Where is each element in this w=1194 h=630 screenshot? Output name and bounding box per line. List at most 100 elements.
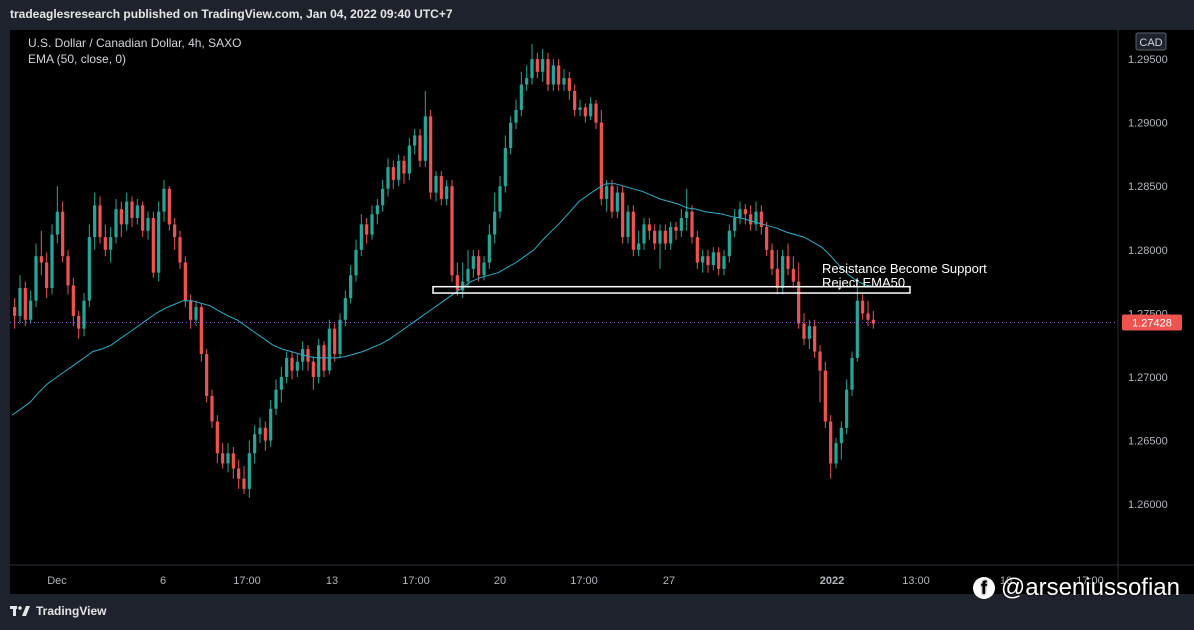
candle: [82, 293, 86, 337]
time-tick-label: 27: [663, 575, 675, 587]
candle-body: [717, 252, 721, 269]
candle-body: [413, 135, 417, 146]
candle: [205, 349, 209, 403]
candle: [503, 135, 507, 193]
candle-body: [434, 176, 438, 193]
candle: [642, 218, 646, 250]
cad-badge[interactable]: CAD: [1135, 32, 1167, 51]
candle-body: [381, 188, 385, 206]
candle-body: [706, 256, 710, 266]
price-chart[interactable]: 1.260001.265001.270001.275001.280001.285…: [10, 30, 1194, 594]
candle-body: [663, 230, 667, 244]
candle: [530, 43, 534, 85]
candle: [269, 399, 273, 447]
candle: [637, 230, 641, 257]
candle-body: [114, 209, 118, 238]
candle: [813, 319, 817, 358]
candle-body: [423, 116, 427, 161]
candle-body: [370, 214, 374, 235]
candle: [759, 205, 763, 235]
candle-body: [615, 192, 619, 212]
candle: [413, 129, 417, 155]
tradingview-logo[interactable]: TradingView: [10, 604, 106, 618]
candle: [834, 438, 838, 469]
candle-body: [621, 192, 625, 238]
candle-body: [546, 59, 550, 85]
candle-body: [637, 243, 641, 250]
candle: [439, 170, 443, 206]
candle: [519, 71, 523, 117]
candle-body: [503, 148, 507, 187]
candle-body: [866, 313, 870, 320]
candle: [871, 310, 875, 329]
candle: [253, 425, 257, 464]
candle: [829, 415, 833, 479]
candle: [706, 249, 710, 273]
candle: [306, 345, 310, 371]
candle-body: [61, 211, 65, 257]
candle: [226, 443, 230, 473]
candle-body: [226, 453, 230, 464]
candle: [711, 247, 715, 271]
candle: [743, 204, 747, 225]
candle: [653, 224, 657, 250]
candle: [87, 224, 91, 308]
candle-body: [493, 211, 497, 235]
candle: [754, 201, 758, 231]
candle-body: [109, 237, 113, 250]
candle: [626, 205, 630, 244]
candle-body: [786, 256, 790, 269]
candle-body: [711, 252, 715, 266]
time-tick-label: 17:00: [1076, 575, 1104, 587]
candle: [215, 415, 219, 464]
candle-body: [685, 211, 689, 219]
candle-body: [541, 59, 545, 72]
candle-body: [738, 209, 742, 219]
candle: [135, 198, 139, 225]
time-tick-label: 13:00: [902, 575, 930, 587]
chart-area[interactable]: 1.26000 1.26500 1.27000 1.27500 1.28000 1.285…: [10, 30, 1194, 594]
candle: [285, 351, 289, 384]
candle: [333, 323, 337, 362]
candle-body: [514, 109, 518, 123]
candle-body: [130, 201, 134, 219]
candle: [13, 298, 17, 329]
candle-body: [658, 230, 662, 244]
candle: [407, 137, 411, 180]
candle-body: [829, 421, 833, 464]
time-axis[interactable]: Dec 6 17:00 13 17:00 20 17:00 27 2022 13:00 10 17:0…: [47, 575, 1104, 587]
candle-body: [487, 234, 491, 263]
candle: [71, 277, 75, 327]
candle-body: [146, 218, 150, 231]
candle: [866, 300, 870, 327]
candle-body: [98, 205, 102, 238]
candle: [343, 290, 347, 327]
candle: [103, 224, 107, 257]
candle: [471, 249, 475, 278]
candle-body: [781, 256, 785, 288]
candle-body: [583, 107, 587, 117]
candle: [119, 201, 123, 238]
candle-body: [13, 307, 17, 316]
candle-body: [674, 226, 678, 231]
price-tick-label: 1.28500: [1128, 181, 1168, 193]
support-zone-box[interactable]: [432, 285, 911, 294]
candle: [578, 99, 582, 117]
candle: [39, 230, 43, 276]
candle: [157, 201, 161, 282]
candle-body: [653, 230, 657, 244]
symbol-legend[interactable]: U.S. Dollar / Canadian Dollar, 4h, SAXO: [28, 36, 242, 50]
last-price-text: 1.27428: [1132, 318, 1172, 330]
candle: [797, 262, 801, 329]
candle-body: [775, 268, 779, 288]
candle: [589, 97, 593, 121]
candle-body: [765, 226, 769, 250]
indicator-legend[interactable]: EMA (50, close, 0): [28, 52, 127, 66]
candle-body: [807, 326, 811, 339]
candle: [391, 160, 395, 189]
candle: [290, 351, 294, 380]
candle: [263, 421, 267, 451]
candle-body: [103, 237, 107, 250]
candle: [477, 249, 481, 282]
candle-body: [173, 224, 177, 238]
